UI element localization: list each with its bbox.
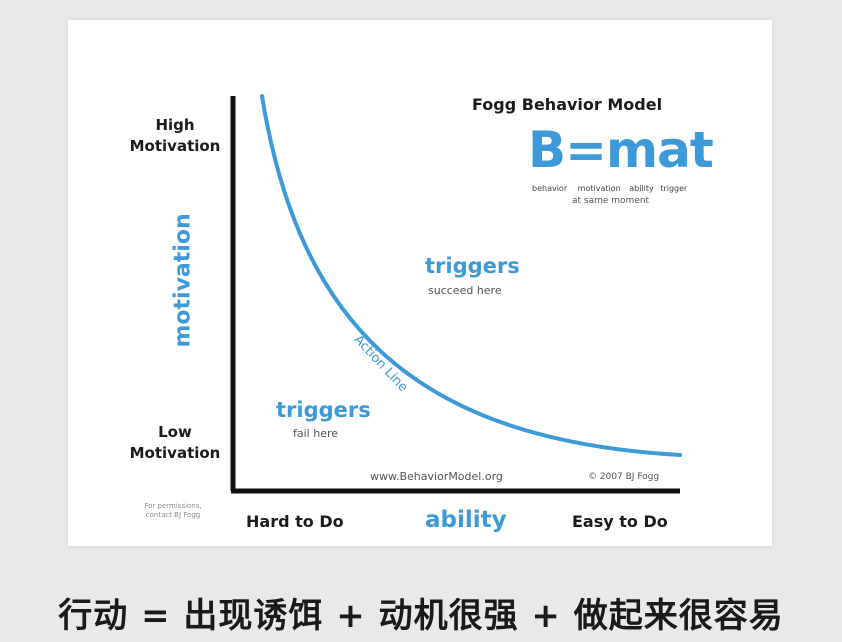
- y-high-line1: High: [155, 116, 195, 134]
- success-region-sub: succeed here: [428, 284, 502, 297]
- formula-note: at same moment: [572, 196, 650, 206]
- y-high-label: High Motivation: [122, 115, 228, 157]
- permissions-line2: contact BJ Fogg: [145, 511, 201, 519]
- y-low-line2: Motivation: [129, 444, 221, 462]
- formula: B=mat: [528, 121, 714, 179]
- permissions-note: For permissions, contact BJ Fogg: [138, 502, 208, 520]
- fail-region-sub: fail here: [293, 427, 339, 440]
- y-axis-title-text: motivation: [170, 213, 196, 348]
- model-title: Fogg Behavior Model: [472, 95, 663, 114]
- success-region-title: triggers: [425, 254, 520, 278]
- x-right-label: Easy to Do: [572, 512, 668, 531]
- y-low-line1: Low: [158, 423, 192, 441]
- formula-term-trigger: trigger: [660, 184, 688, 193]
- permissions-line1: For permissions,: [144, 502, 202, 510]
- fail-region-title: triggers: [276, 398, 371, 422]
- copyright-label: © 2007 BJ Fogg: [588, 472, 660, 482]
- y-axis-title-rotated: motivation: [171, 213, 196, 347]
- website-label: www.BehaviorModel.org: [370, 470, 503, 483]
- action-line-curve: [260, 94, 682, 457]
- x-axis-title: ability: [425, 507, 507, 533]
- y-low-label: Low Motivation: [122, 422, 228, 464]
- formula-term-ability: ability: [629, 184, 654, 193]
- formula-term-behavior: behavior: [532, 184, 568, 193]
- x-left-label: Hard to Do: [246, 512, 344, 531]
- formula-term-motivation: motivation: [577, 184, 621, 193]
- formula-terms: behavior motivation ability trigger: [532, 184, 687, 193]
- chinese-caption: 行动 = 出现诱饵 + 动机很强 + 做起来很容易: [58, 596, 784, 636]
- y-high-line2: Motivation: [129, 137, 221, 155]
- fogg-model-slide: [68, 20, 772, 546]
